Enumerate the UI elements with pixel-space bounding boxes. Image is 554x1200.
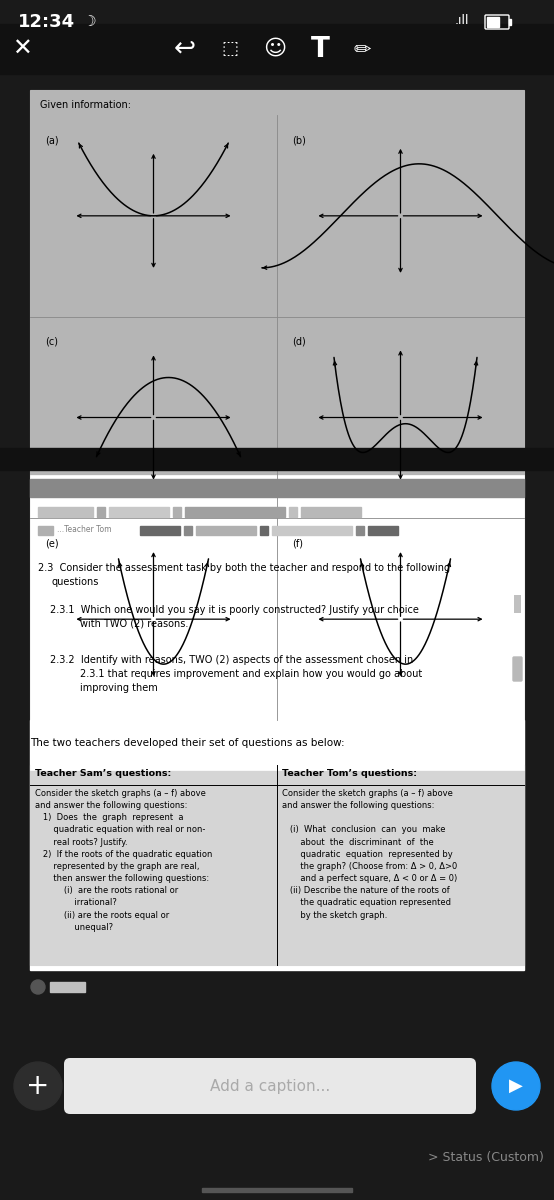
Text: .ıll: .ıll [455, 14, 469, 28]
Bar [50, 982, 85, 992]
Bar [289, 506, 297, 517]
Text: ☺: ☺ [263, 38, 286, 59]
Text: 12:34: 12:34 [18, 13, 75, 31]
Text: (e): (e) [45, 539, 58, 548]
Text: Given information:: Given information: [40, 100, 131, 110]
Bar [184, 526, 192, 535]
Bar [514, 595, 521, 613]
Text: Teacher Sam’s questions:: Teacher Sam’s questions: [35, 769, 171, 778]
Bar [30, 479, 524, 497]
Bar [0, 1052, 554, 1120]
Circle shape [14, 1062, 62, 1110]
Text: (d): (d) [292, 337, 306, 347]
Bar [356, 526, 364, 535]
Text: ✏: ✏ [353, 38, 371, 59]
Bar [0, 24, 554, 74]
Bar [368, 526, 398, 535]
Text: (b): (b) [292, 136, 306, 145]
Text: Consider the sketch graphs (a – f) above
and answer the following questions:
   : Consider the sketch graphs (a – f) above… [35, 790, 212, 931]
Text: ▶: ▶ [509, 1078, 523, 1094]
Text: The two teachers developed their set of questions as below:: The two teachers developed their set of … [30, 738, 345, 748]
Text: ✕: ✕ [12, 37, 32, 61]
Bar [30, 720, 524, 970]
Text: 2.3.2  Identify with reasons, TWO (2) aspects of the assessment chosen in: 2.3.2 Identify with reasons, TWO (2) asp… [50, 655, 413, 665]
Bar [202, 1188, 352, 1192]
Text: +: + [26, 1072, 50, 1100]
Bar [38, 506, 93, 517]
Text: 2.3  Consider the assessment task by both the teacher and respond to the followi: 2.3 Consider the assessment task by both… [38, 563, 450, 572]
Circle shape [492, 1062, 540, 1110]
Bar [30, 766, 524, 965]
FancyBboxPatch shape [513, 658, 522, 680]
Bar [30, 475, 524, 770]
Text: Add a caption...: Add a caption... [210, 1079, 330, 1093]
Text: ...Teacher Tom: ...Teacher Tom [57, 526, 111, 534]
Bar [109, 506, 169, 517]
Bar [272, 526, 352, 535]
Bar [185, 506, 285, 517]
FancyBboxPatch shape [64, 1058, 476, 1114]
Text: Teacher Tom’s questions:: Teacher Tom’s questions: [282, 769, 417, 778]
Bar [196, 526, 256, 535]
Bar [487, 17, 499, 26]
Text: with TWO (2) reasons.: with TWO (2) reasons. [80, 619, 188, 629]
Text: Consider the sketch graphs (a – f) above
and answer the following questions:

  : Consider the sketch graphs (a – f) above… [282, 790, 457, 919]
Bar [260, 526, 268, 535]
Text: 2.3.1 that requires improvement and explain how you would go about: 2.3.1 that requires improvement and expl… [80, 670, 422, 679]
Bar [140, 526, 180, 535]
Text: questions: questions [52, 577, 99, 587]
Bar [0, 448, 554, 470]
Bar [97, 506, 105, 517]
Text: (f): (f) [292, 539, 303, 548]
Text: (c): (c) [45, 337, 58, 347]
Text: improving them: improving them [80, 683, 158, 692]
Bar [38, 526, 53, 535]
Text: ⬚: ⬚ [222, 40, 239, 58]
Circle shape [31, 980, 45, 994]
Text: ☽: ☽ [83, 14, 96, 30]
Bar [173, 506, 181, 517]
Text: > Status (Custom): > Status (Custom) [428, 1152, 544, 1164]
Bar [301, 506, 361, 517]
Text: 2.3.1  Which one would you say it is poorly constructed? Justify your choice: 2.3.1 Which one would you say it is poor… [50, 605, 419, 614]
Text: (a): (a) [45, 136, 58, 145]
Bar [509, 19, 511, 25]
Bar [30, 90, 524, 720]
Text: ↩: ↩ [174, 36, 196, 62]
Text: T: T [311, 35, 330, 62]
